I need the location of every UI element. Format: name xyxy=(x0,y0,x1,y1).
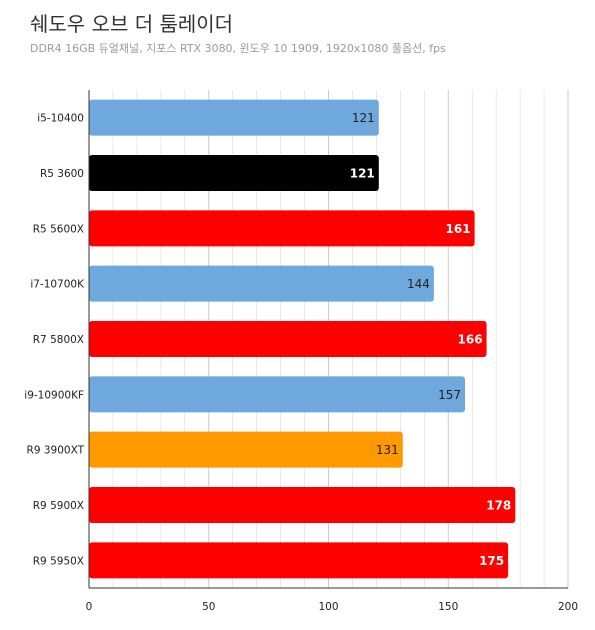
data-label: 121 xyxy=(352,111,375,125)
category-label: R7 5800X xyxy=(33,334,84,346)
data-label: 121 xyxy=(350,167,375,181)
data-label: 157 xyxy=(438,388,461,402)
x-tick-label: 0 xyxy=(86,601,93,613)
data-label: 175 xyxy=(479,554,504,568)
bar xyxy=(89,155,379,191)
data-label: 161 xyxy=(446,222,471,236)
category-label: R5 3600 xyxy=(40,168,84,180)
bar xyxy=(89,431,403,468)
data-label: 166 xyxy=(458,333,483,347)
data-label: 131 xyxy=(376,443,399,457)
category-label: R5 5600X xyxy=(33,223,84,235)
category-label: R9 3900XT xyxy=(27,445,85,457)
x-tick-label: 200 xyxy=(558,601,578,613)
bar xyxy=(89,542,509,579)
x-tick-label: 100 xyxy=(318,601,338,613)
category-label: i5-10400 xyxy=(37,113,84,125)
chart-title: 쉐도우 오브 더 툼레이더 xyxy=(30,12,234,36)
x-tick-label: 50 xyxy=(202,601,215,613)
bar xyxy=(89,265,434,302)
category-label: R9 5900X xyxy=(33,500,84,512)
data-label: 178 xyxy=(486,499,511,513)
data-label: 144 xyxy=(407,277,430,291)
bar xyxy=(89,376,466,413)
category-label: i7-10700K xyxy=(30,279,85,291)
bar xyxy=(89,487,516,523)
bar xyxy=(89,99,379,136)
x-tick-label: 150 xyxy=(438,601,458,613)
category-label: R9 5950X xyxy=(33,555,84,567)
chart-subtitle: DDR4 16GB 듀얼채널, 지포스 RTX 3080, 윈도우 10 190… xyxy=(30,42,446,55)
bar xyxy=(89,321,487,357)
category-label: i9-10900KF xyxy=(24,389,84,401)
bar xyxy=(89,210,475,247)
